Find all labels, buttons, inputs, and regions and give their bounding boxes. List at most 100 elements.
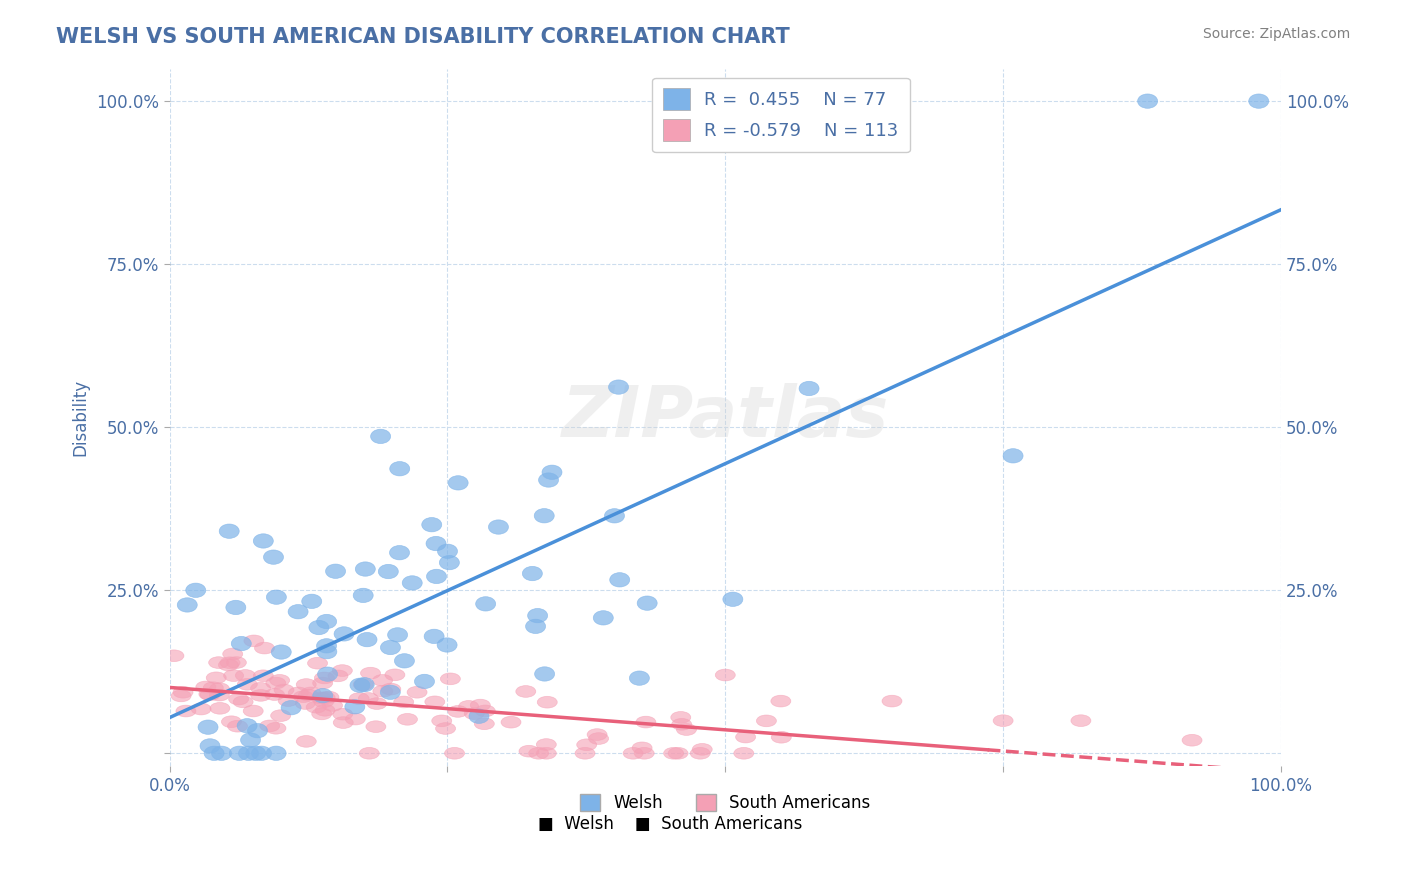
Ellipse shape bbox=[593, 611, 613, 625]
Ellipse shape bbox=[246, 746, 266, 761]
Ellipse shape bbox=[373, 685, 392, 697]
Ellipse shape bbox=[315, 672, 335, 684]
Ellipse shape bbox=[799, 381, 820, 396]
Ellipse shape bbox=[589, 732, 609, 745]
Ellipse shape bbox=[366, 721, 385, 732]
Ellipse shape bbox=[354, 678, 374, 692]
Y-axis label: Disability: Disability bbox=[72, 379, 89, 456]
Ellipse shape bbox=[254, 642, 274, 654]
Ellipse shape bbox=[252, 746, 271, 761]
Ellipse shape bbox=[308, 657, 328, 669]
Ellipse shape bbox=[1002, 449, 1024, 463]
Ellipse shape bbox=[576, 739, 596, 751]
Ellipse shape bbox=[634, 747, 654, 759]
Ellipse shape bbox=[470, 709, 489, 723]
Ellipse shape bbox=[426, 569, 447, 583]
Ellipse shape bbox=[389, 546, 409, 560]
Ellipse shape bbox=[534, 508, 554, 523]
Ellipse shape bbox=[398, 714, 418, 725]
Ellipse shape bbox=[378, 565, 398, 579]
Ellipse shape bbox=[274, 684, 294, 696]
Ellipse shape bbox=[207, 672, 226, 683]
Ellipse shape bbox=[226, 657, 246, 668]
Text: WELSH VS SOUTH AMERICAN DISABILITY CORRELATION CHART: WELSH VS SOUTH AMERICAN DISABILITY CORRE… bbox=[56, 27, 790, 46]
Ellipse shape bbox=[734, 747, 754, 759]
Ellipse shape bbox=[422, 517, 441, 532]
Ellipse shape bbox=[371, 429, 391, 443]
Ellipse shape bbox=[209, 690, 229, 701]
Ellipse shape bbox=[332, 665, 353, 676]
Ellipse shape bbox=[534, 667, 554, 681]
Ellipse shape bbox=[360, 747, 380, 759]
Ellipse shape bbox=[333, 716, 353, 729]
Ellipse shape bbox=[266, 677, 285, 689]
Ellipse shape bbox=[288, 687, 308, 698]
Ellipse shape bbox=[200, 739, 219, 753]
Ellipse shape bbox=[219, 524, 239, 539]
Ellipse shape bbox=[200, 689, 221, 700]
Ellipse shape bbox=[516, 686, 536, 698]
Ellipse shape bbox=[264, 689, 284, 700]
Ellipse shape bbox=[449, 475, 468, 490]
Ellipse shape bbox=[735, 731, 755, 743]
Ellipse shape bbox=[436, 723, 456, 734]
Ellipse shape bbox=[723, 592, 742, 607]
Ellipse shape bbox=[316, 639, 336, 653]
Ellipse shape bbox=[350, 678, 370, 692]
Ellipse shape bbox=[367, 698, 387, 709]
Ellipse shape bbox=[672, 718, 692, 731]
Ellipse shape bbox=[238, 679, 257, 690]
Ellipse shape bbox=[322, 699, 343, 711]
Ellipse shape bbox=[294, 690, 314, 703]
Ellipse shape bbox=[623, 747, 643, 759]
Ellipse shape bbox=[373, 674, 392, 686]
Ellipse shape bbox=[630, 671, 650, 685]
Ellipse shape bbox=[676, 723, 696, 735]
Ellipse shape bbox=[388, 628, 408, 642]
Ellipse shape bbox=[437, 638, 457, 652]
Ellipse shape bbox=[297, 679, 316, 690]
Ellipse shape bbox=[263, 550, 284, 565]
Ellipse shape bbox=[426, 536, 446, 550]
Ellipse shape bbox=[588, 729, 607, 740]
Ellipse shape bbox=[250, 682, 270, 694]
Ellipse shape bbox=[315, 692, 335, 704]
Legend: Welsh, South Americans: Welsh, South Americans bbox=[571, 786, 879, 821]
Ellipse shape bbox=[253, 533, 273, 549]
Ellipse shape bbox=[360, 667, 381, 679]
Ellipse shape bbox=[1249, 94, 1268, 108]
Ellipse shape bbox=[475, 597, 496, 611]
Ellipse shape bbox=[165, 650, 184, 662]
Ellipse shape bbox=[470, 699, 491, 711]
Ellipse shape bbox=[298, 690, 318, 701]
Ellipse shape bbox=[636, 716, 655, 728]
Ellipse shape bbox=[288, 605, 308, 619]
Ellipse shape bbox=[353, 588, 373, 603]
Ellipse shape bbox=[668, 747, 688, 759]
Ellipse shape bbox=[389, 461, 409, 476]
Ellipse shape bbox=[444, 747, 464, 759]
Ellipse shape bbox=[575, 747, 595, 759]
Ellipse shape bbox=[610, 573, 630, 587]
Ellipse shape bbox=[359, 692, 378, 705]
Ellipse shape bbox=[770, 695, 790, 707]
Ellipse shape bbox=[408, 686, 427, 698]
Ellipse shape bbox=[173, 686, 193, 698]
Ellipse shape bbox=[270, 674, 290, 686]
Ellipse shape bbox=[756, 715, 776, 727]
Ellipse shape bbox=[222, 648, 243, 660]
Ellipse shape bbox=[882, 695, 903, 707]
Ellipse shape bbox=[1182, 734, 1202, 746]
Ellipse shape bbox=[380, 685, 401, 699]
Ellipse shape bbox=[297, 736, 316, 747]
Ellipse shape bbox=[637, 596, 657, 610]
Ellipse shape bbox=[538, 473, 558, 487]
Ellipse shape bbox=[692, 743, 713, 756]
Ellipse shape bbox=[233, 696, 253, 707]
Ellipse shape bbox=[356, 562, 375, 576]
Ellipse shape bbox=[529, 747, 548, 759]
Ellipse shape bbox=[250, 690, 271, 701]
Ellipse shape bbox=[198, 689, 219, 700]
Ellipse shape bbox=[671, 712, 690, 723]
Text: ■  Welsh    ■  South Americans: ■ Welsh ■ South Americans bbox=[537, 815, 801, 833]
